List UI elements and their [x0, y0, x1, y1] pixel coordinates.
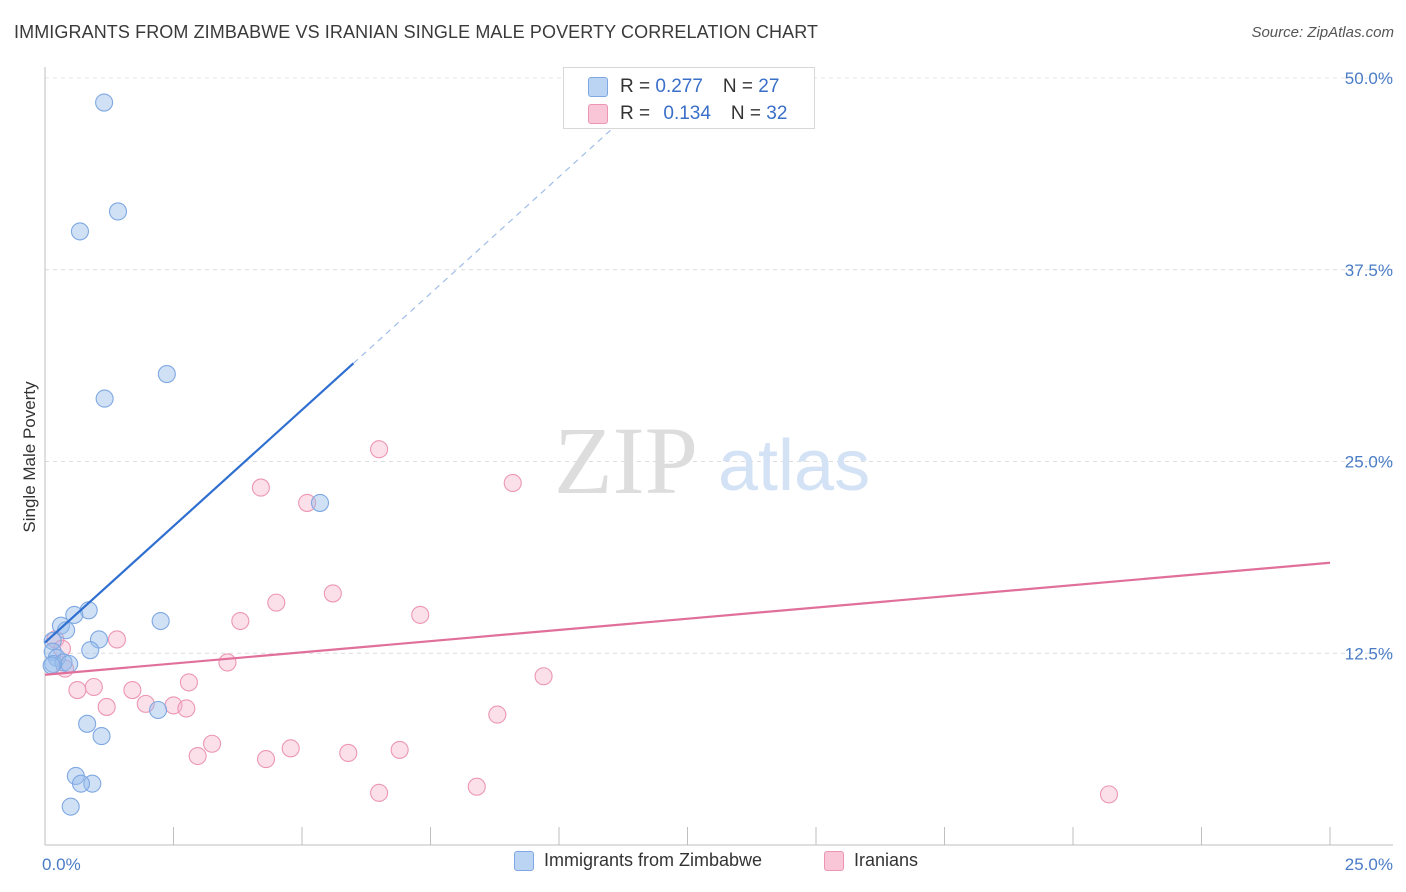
- iranians-point: [339, 743, 358, 763]
- iranians-point: [218, 653, 237, 672]
- n-value: 27: [758, 76, 780, 97]
- zimbabwe-trend-line: [44, 362, 355, 644]
- legend-item-zimbabwe[interactable]: Immigrants from Zimbabwe: [514, 850, 762, 871]
- iranians-point: [267, 593, 286, 612]
- iranians-point: [370, 783, 389, 802]
- legend-swatch-iranians: [824, 850, 844, 871]
- iranians-point: [251, 478, 270, 497]
- iranians-point: [1099, 785, 1119, 804]
- legend-item-iranians[interactable]: Iranians: [824, 850, 918, 871]
- iranians-point: [298, 493, 317, 512]
- iranians-point: [231, 611, 250, 631]
- zimbabwe-point: [92, 727, 111, 746]
- iranians-point: [68, 681, 87, 700]
- watermark-atlas: atlas: [718, 426, 870, 506]
- r-value: 0.277: [655, 76, 703, 97]
- r-label: R =: [620, 76, 656, 97]
- zimbabwe-point: [95, 93, 114, 112]
- series-legend: Immigrants from Zimbabwe Iranians: [0, 850, 1406, 880]
- legend-label-iranians: Iranians: [854, 850, 919, 870]
- iranians-point: [123, 681, 142, 700]
- n-label: N =: [730, 103, 767, 124]
- legend-swatch-zimbabwe: [514, 850, 534, 871]
- zimbabwe-point: [42, 656, 61, 675]
- legend-label-zimbabwe: Immigrants from Zimbabwe: [544, 850, 763, 870]
- zimbabwe-point: [60, 654, 79, 674]
- x-tick-label-min: 0.0%: [42, 855, 81, 874]
- zimbabwe-point: [81, 641, 100, 660]
- iranians-point: [488, 705, 507, 724]
- y-axis-label: Single Male Poverty: [20, 381, 39, 533]
- zimbabwe-point: [43, 631, 62, 651]
- iranians-points: [46, 440, 1119, 804]
- y-tick-label: 50.0%: [1345, 69, 1393, 88]
- iranians-point: [534, 667, 553, 686]
- iranians-point: [203, 734, 222, 753]
- n-label: N =: [722, 76, 759, 97]
- zimbabwe-point: [78, 714, 97, 733]
- zimbabwe-point: [157, 365, 176, 384]
- correlation-legend: R = 0.277 N = 27 R = 0.134 N = 32: [563, 67, 815, 129]
- iranians-trend-line: [44, 561, 1331, 676]
- iranians-point: [256, 750, 276, 769]
- zimbabwe-point: [71, 774, 91, 793]
- legend-row-zimbabwe: R = 0.277 N = 27: [588, 75, 779, 99]
- iranians-point: [188, 746, 207, 766]
- y-tick-label: 37.5%: [1345, 261, 1393, 280]
- r-label: R =: [620, 103, 656, 124]
- legend-row-iranians: R = 0.134 N = 32: [588, 102, 787, 126]
- grid: [45, 77, 1393, 654]
- zimbabwe-point: [70, 222, 90, 241]
- zimbabwe-point: [108, 202, 128, 221]
- zimbabwe-point: [310, 493, 330, 512]
- x-tick-label-max: 25.0%: [1345, 855, 1393, 874]
- iranians-point: [411, 605, 430, 624]
- n-value: 32: [766, 103, 788, 124]
- watermark-zip: ZIP: [554, 407, 698, 514]
- iranians-point: [503, 473, 522, 493]
- legend-swatch-iranians: [588, 104, 608, 124]
- r-value: 0.134: [663, 103, 711, 124]
- watermark: ZIP atlas: [554, 407, 870, 514]
- trend-lines: [44, 115, 1331, 676]
- zimbabwe-point: [61, 797, 80, 816]
- iranians-point: [179, 673, 198, 692]
- y-tick-label: 25.0%: [1345, 453, 1393, 472]
- chart-title: IMMIGRANTS FROM ZIMBABWE VS IRANIAN SING…: [14, 22, 819, 42]
- iranians-point: [323, 584, 342, 603]
- iranians-point: [177, 699, 196, 718]
- iranians-point: [281, 739, 300, 758]
- source-label: Source: ZipAtlas.com: [1251, 24, 1394, 41]
- iranians-point: [97, 697, 116, 716]
- zimbabwe-trend-extension: [352, 115, 627, 364]
- iranians-point: [107, 630, 127, 649]
- iranians-point: [370, 440, 389, 459]
- iranians-point: [467, 777, 486, 796]
- iranians-point: [84, 677, 103, 697]
- iranians-point: [390, 740, 409, 759]
- zimbabwe-point: [95, 389, 114, 408]
- y-tick-label: 12.5%: [1345, 644, 1393, 663]
- zimbabwe-point: [151, 611, 170, 631]
- zimbabwe-point: [149, 700, 168, 720]
- legend-swatch-zimbabwe: [588, 77, 608, 97]
- axes: 12.5% 25.0% 37.5% 50.0% 0.0% 25.0%: [42, 67, 1393, 874]
